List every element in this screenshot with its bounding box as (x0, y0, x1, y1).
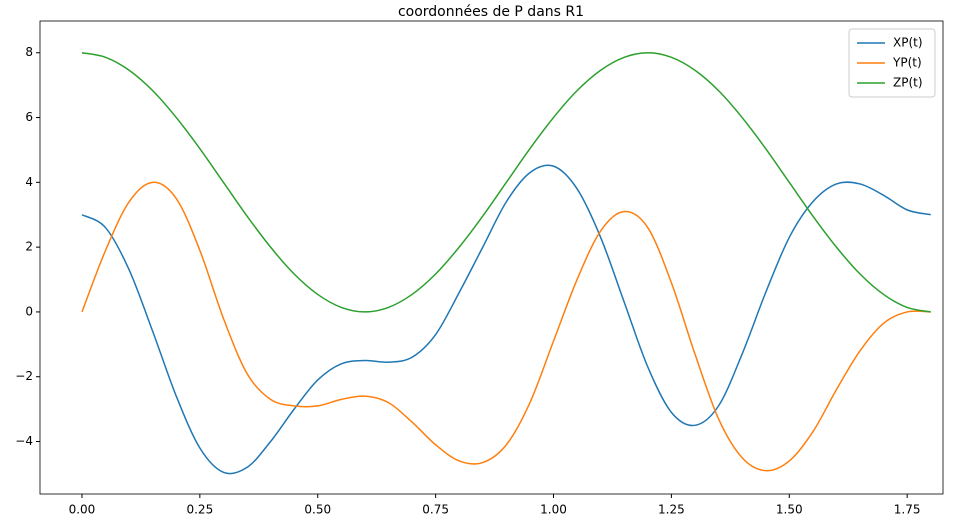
y-tick-label: −2 (15, 369, 33, 383)
x-tick-label: 0.00 (69, 503, 96, 517)
x-tick-label: 0.50 (304, 503, 331, 517)
x-tick-label: 0.25 (186, 503, 213, 517)
plot-frame (39, 20, 944, 495)
x-tick-label: 1.00 (540, 503, 567, 517)
x-tick-label: 1.50 (776, 503, 803, 517)
series-line (81, 181, 931, 472)
y-tick-label: −4 (15, 434, 33, 448)
series-line (81, 164, 931, 475)
y-tick-label: 2 (25, 240, 33, 254)
x-tick-label: 1.75 (894, 503, 921, 517)
legend-label: ZP(t) (893, 76, 923, 90)
y-tick-label: 0 (25, 304, 33, 318)
x-tick-label: 1.25 (658, 503, 685, 517)
y-tick-label: 8 (25, 45, 33, 59)
legend-label: YP(t) (892, 56, 922, 70)
legend-label: XP(t) (893, 36, 923, 50)
y-tick-label: 4 (25, 175, 33, 189)
chart-title: coordonnées de P dans R1 (398, 4, 584, 20)
series-line (81, 51, 931, 313)
legend-box (848, 28, 936, 98)
x-tick-label: 0.75 (422, 503, 449, 517)
y-tick-label: 6 (25, 110, 33, 124)
